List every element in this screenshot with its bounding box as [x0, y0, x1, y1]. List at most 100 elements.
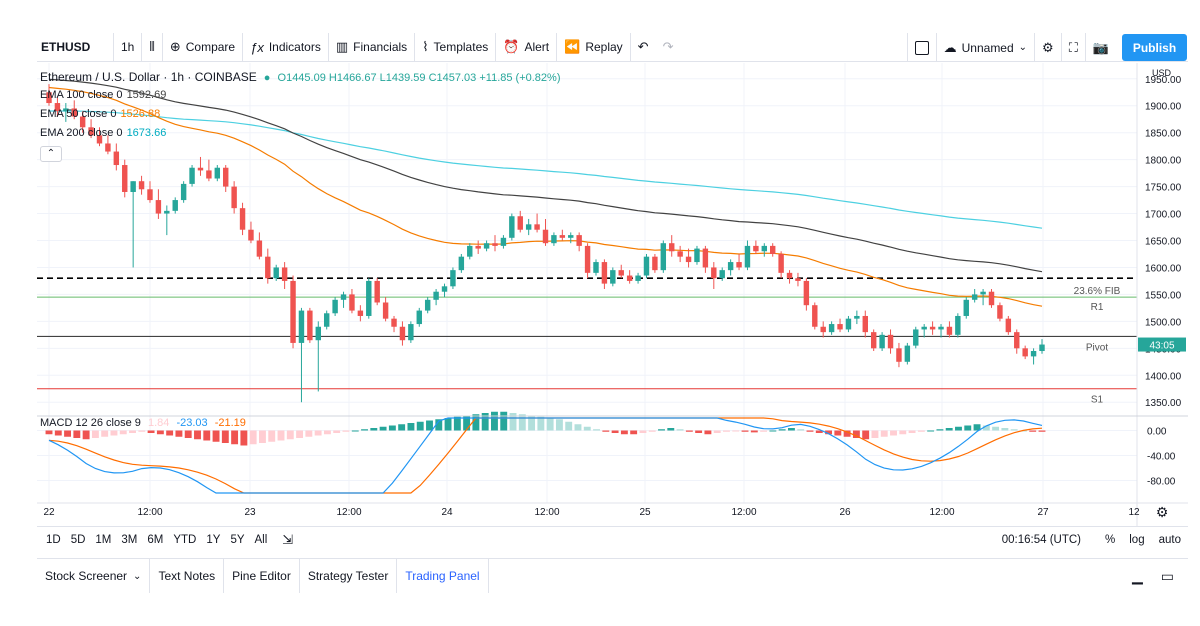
- ema50-legend[interactable]: EMA 50 close 0 1526.88: [40, 108, 160, 120]
- symbol-search[interactable]: ETHUSD: [37, 32, 114, 62]
- range-button-1m[interactable]: 1M: [95, 533, 112, 546]
- layout-menu[interactable]: ☁ Unnamed ⌄: [935, 33, 1034, 62]
- settings-button[interactable]: ⚙: [1034, 33, 1061, 62]
- price-tick-label: 1600.00: [1145, 263, 1182, 274]
- alert-button[interactable]: ⏰ Alert: [496, 32, 558, 62]
- candle-body: [753, 245, 759, 252]
- utc-clock[interactable]: 00:16:54 (UTC): [1001, 534, 1082, 546]
- candle-body: [214, 167, 221, 179]
- macd-histogram-bar: [917, 430, 925, 432]
- candle-body: [568, 235, 574, 238]
- range-button-1d[interactable]: 1D: [46, 533, 61, 546]
- minimize-icon[interactable]: ▁: [1131, 568, 1143, 584]
- range-button-5y[interactable]: 5Y: [230, 533, 245, 546]
- compare-label: Compare: [185, 40, 236, 54]
- price-tick-label: 1650.00: [1145, 237, 1182, 248]
- candle-body: [904, 345, 911, 362]
- macd-histogram-bar: [407, 423, 415, 431]
- redo-button[interactable]: ↷: [656, 33, 681, 62]
- candle-body: [509, 216, 515, 238]
- macd-histogram-bar: [138, 430, 146, 432]
- candle-body: [366, 280, 372, 316]
- ema100-legend[interactable]: EMA 100 close 0 1592.69: [40, 89, 166, 101]
- candle-body: [467, 245, 473, 257]
- range-button-3m[interactable]: 3M: [121, 533, 138, 546]
- macd-histogram-bar: [945, 428, 953, 431]
- tab-trading-panel[interactable]: Trading Panel: [397, 559, 489, 593]
- auto-toggle[interactable]: auto: [1158, 534, 1181, 546]
- fib-label: 23.6% FIB: [1074, 286, 1121, 297]
- interval-button[interactable]: 1h: [114, 32, 143, 62]
- candle-body: [786, 272, 793, 279]
- macd-histogram-bar: [463, 415, 471, 431]
- candle-body: [542, 229, 549, 244]
- maximize-icon[interactable]: ▭: [1160, 568, 1174, 584]
- range-button-1y[interactable]: 1Y: [206, 533, 221, 546]
- log-toggle[interactable]: log: [1129, 534, 1145, 546]
- financials-button[interactable]: ▥ Financials: [329, 32, 416, 62]
- macd-histogram-bar: [333, 430, 341, 433]
- candle-body: [155, 200, 162, 214]
- macd-histogram-bar: [351, 430, 359, 432]
- undo-button[interactable]: ↶: [631, 33, 656, 62]
- tab-pine-editor[interactable]: Pine Editor: [224, 559, 300, 593]
- tab-label: Trading Panel: [405, 569, 480, 583]
- candle-body: [307, 310, 313, 341]
- macd-tick-label: -80.00: [1147, 477, 1176, 488]
- macd-histogram-bar: [890, 430, 897, 436]
- macd-histogram-bar: [639, 430, 647, 433]
- macd-histogram-bar: [695, 430, 703, 433]
- snapshot-button[interactable]: 📷: [1084, 33, 1116, 62]
- indicators-label: Indicators: [268, 40, 321, 54]
- percent-toggle[interactable]: %: [1105, 534, 1116, 546]
- publish-button[interactable]: Publish: [1122, 34, 1187, 61]
- candle-body: [626, 275, 633, 281]
- macd-histogram-bar: [787, 428, 795, 431]
- candle-body: [862, 315, 868, 333]
- macd-histogram-bar: [286, 430, 294, 440]
- candle-body: [795, 278, 801, 281]
- collapse-legend-button[interactable]: ⌃: [40, 146, 62, 162]
- price-tick-label: 1500.00: [1145, 317, 1182, 328]
- candle-body: [500, 237, 507, 246]
- range-button-all[interactable]: All: [254, 533, 268, 546]
- macd-histogram-bar: [277, 430, 285, 441]
- compare-button[interactable]: ⊕ Compare: [163, 32, 244, 62]
- candle-body: [54, 103, 61, 112]
- chart-style-button[interactable]: ⫴: [142, 32, 163, 62]
- macd-histogram-bar: [221, 430, 229, 443]
- bottom-panel-tabs: Stock Screener ⌄ Text Notes Pine Editor S…: [37, 558, 1188, 593]
- candle-body: [845, 318, 852, 330]
- candle-body: [458, 256, 465, 271]
- date-range-icon[interactable]: ⇲: [282, 531, 294, 547]
- templates-button[interactable]: ⌇ Templates: [415, 32, 497, 62]
- s1-label: S1: [1091, 395, 1104, 406]
- macd-histogram-bar: [908, 430, 916, 433]
- range-button-6m[interactable]: 6M: [147, 533, 164, 546]
- candle-body: [265, 256, 271, 279]
- range-button-ytd[interactable]: YTD: [173, 533, 197, 546]
- macd-histogram-bar: [843, 430, 851, 437]
- price-chart[interactable]: 23.6% FIB R1 Pivot S1 1950.00 1900.00 1850.00…: [37, 63, 1188, 526]
- tab-stock-screener[interactable]: Stock Screener ⌄: [37, 559, 151, 593]
- range-button-5d[interactable]: 5D: [70, 533, 86, 546]
- indicators-button[interactable]: ƒx Indicators: [243, 32, 329, 62]
- candle-body: [374, 280, 380, 303]
- tab-strategy-tester[interactable]: Strategy Tester: [300, 559, 398, 593]
- panel-controls: ▁ ▭: [1132, 559, 1174, 594]
- bar-chart-icon: ▥: [335, 39, 349, 54]
- layout-checkbox[interactable]: [906, 33, 936, 62]
- macd-histogram-bar: [184, 430, 192, 438]
- candle-body: [870, 332, 877, 349]
- macd-histogram-bar: [212, 430, 220, 442]
- time-tick-label: 12:00: [336, 507, 361, 518]
- tab-text-notes[interactable]: Text Notes: [150, 559, 225, 593]
- replay-button[interactable]: ⏪ Replay: [557, 32, 631, 62]
- candle-body: [980, 291, 986, 295]
- fullscreen-button[interactable]: ⛶: [1060, 33, 1085, 62]
- macd-legend[interactable]: MACD 12 26 close 9 1.84 -23.03 -21.19: [40, 417, 246, 429]
- ema200-legend[interactable]: EMA 200 close 0 1673.66: [40, 127, 166, 139]
- macd-histogram-bar: [667, 428, 675, 431]
- candle-body: [105, 143, 111, 152]
- candle-body: [197, 167, 204, 171]
